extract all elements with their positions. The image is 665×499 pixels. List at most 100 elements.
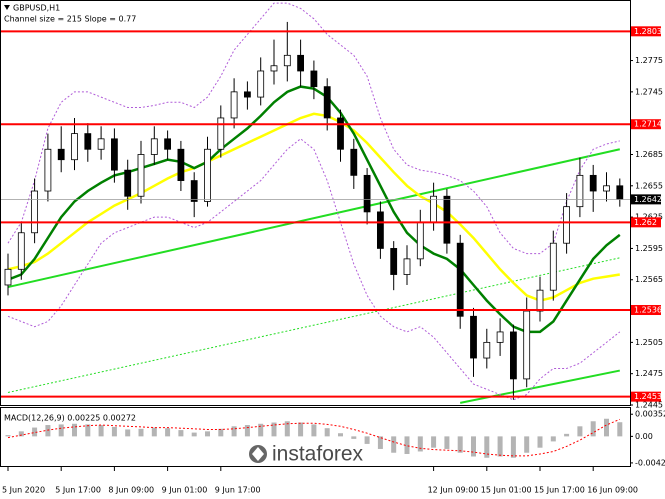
- y-tick-label: 1.2565: [635, 275, 663, 284]
- y-tick-label: 1.2685: [635, 150, 663, 159]
- x-tick-label: 9 Jun 17:00: [215, 486, 261, 495]
- candle-body: [576, 174, 584, 208]
- macd-bar: [444, 436, 450, 449]
- candle-body: [217, 117, 225, 150]
- macd-bar: [178, 430, 184, 437]
- candle-body: [363, 174, 371, 213]
- candle-body: [44, 148, 52, 192]
- candle-body: [4, 268, 12, 286]
- y-tick-label: 1.2595: [635, 244, 663, 253]
- watermark-text: instaforex: [272, 443, 364, 466]
- level-label: 1.262: [634, 218, 657, 227]
- macd-bar: [377, 436, 383, 449]
- macd-bar: [18, 431, 24, 437]
- candle-body: [190, 180, 198, 202]
- x-tick-label: 15 Jun 01:00: [481, 486, 532, 495]
- candle-body: [337, 117, 344, 150]
- x-tick-label: 15 Jun 17:00: [534, 486, 585, 495]
- macd-bar: [205, 431, 210, 437]
- chart-title: GBPUSD,H1: [13, 4, 60, 13]
- x-tick-label: 8 Jun 09:00: [108, 486, 154, 495]
- candle-body: [177, 148, 185, 181]
- candle-body: [111, 138, 118, 171]
- macd-bar: [590, 421, 596, 437]
- last-price-label: 1.2642: [634, 195, 662, 204]
- macd-bar: [271, 422, 277, 437]
- candle-body: [283, 54, 291, 67]
- y-tick-label: -0.00422: [635, 458, 665, 467]
- macd-bar: [338, 433, 343, 437]
- watermark-logo-mark: [252, 447, 264, 461]
- candle-body: [443, 195, 451, 244]
- candle-body: [84, 133, 92, 150]
- macd-bar: [431, 436, 437, 448]
- candle-body: [230, 91, 238, 119]
- candle-body: [124, 169, 132, 197]
- macd-bar: [231, 426, 237, 437]
- trend-line: [7, 148, 621, 289]
- candle-body: [164, 138, 172, 150]
- macd-bar: [484, 436, 490, 458]
- y-tick-label: 0.00: [635, 432, 653, 441]
- candle-body: [483, 341, 491, 359]
- macd-bar: [284, 421, 290, 437]
- macd-bar: [5, 435, 11, 437]
- macd-bar: [244, 425, 250, 437]
- macd-bar: [604, 418, 609, 437]
- y-tick-label: 1.2745: [635, 87, 663, 96]
- candle-body: [390, 248, 398, 275]
- macd-bar: [564, 433, 570, 437]
- macd-bar: [457, 436, 463, 453]
- macd-panel: 0.00352 0.00 -0.00422: [5, 410, 665, 467]
- macd-bar: [32, 427, 38, 437]
- macd-bar: [45, 425, 51, 437]
- candle-body: [310, 70, 318, 88]
- overlay: 1.2642 1.2803 1.2714 1.262 1.2536 1.2453: [631, 26, 662, 402]
- level-box: [631, 391, 661, 402]
- candle-body: [563, 206, 570, 244]
- macd-bar: [151, 427, 157, 437]
- macd-bar: [391, 436, 397, 453]
- candle-body: [603, 185, 610, 192]
- symbol-menu-arrow: [4, 5, 10, 10]
- candle-body: [470, 315, 477, 359]
- macd-bar: [537, 436, 543, 448]
- candle-body: [376, 211, 384, 249]
- y-tick-label: 1.2655: [635, 181, 663, 190]
- candle-body: [350, 148, 358, 176]
- candle-body: [509, 331, 517, 380]
- macd-bar: [98, 425, 104, 437]
- y-tick-label: 1.2445: [635, 401, 663, 410]
- candle-body: [403, 258, 411, 275]
- candle-body: [536, 289, 544, 312]
- candle-body: [416, 221, 424, 260]
- macd-frame: [0, 407, 631, 467]
- x-tick-label: 5 Jun 2020: [2, 486, 45, 495]
- x-tick-label: 12 Jun 09:00: [428, 486, 479, 495]
- macd-bar: [85, 424, 91, 437]
- macd-label: MACD(12,26,9) 0.00225 0.00272: [4, 414, 136, 423]
- y-tick-label: 0.00352: [635, 410, 665, 419]
- candle-body: [204, 148, 211, 202]
- level-box: [631, 305, 661, 316]
- y-tick-label: 1.2775: [635, 56, 663, 65]
- trend-line: [7, 257, 620, 393]
- macd-bar: [577, 426, 583, 437]
- candle-body: [243, 91, 251, 98]
- level-box: [631, 26, 661, 37]
- macd-bar: [524, 436, 530, 453]
- level-box: [631, 217, 661, 228]
- macd-bar: [165, 428, 171, 437]
- level-box: [631, 119, 661, 130]
- macd-bar: [138, 428, 144, 437]
- macd-bar: [125, 429, 131, 437]
- candle-body: [297, 54, 305, 72]
- macd-bar: [497, 436, 503, 457]
- macd-bar: [111, 426, 117, 437]
- candle-body: [523, 310, 531, 380]
- macd-bar: [311, 424, 317, 437]
- level-label: 1.2453: [634, 392, 662, 401]
